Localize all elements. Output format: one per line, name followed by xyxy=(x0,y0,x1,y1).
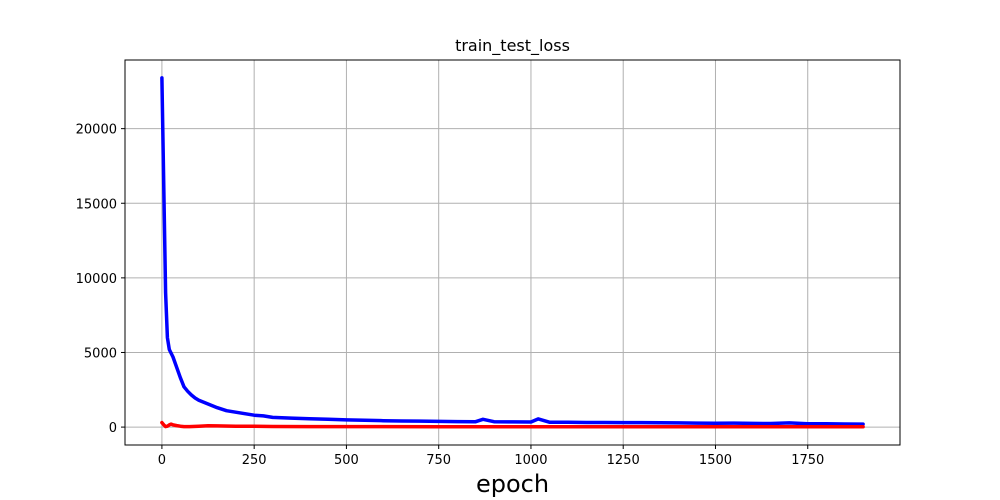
x-tick-label: 1250 xyxy=(607,453,640,468)
x-axis: 0 250 500 750 1000 1250 1500 1750 xyxy=(158,445,824,468)
chart-title: train_test_loss xyxy=(455,36,570,56)
series-line-2 xyxy=(160,420,865,429)
y-tick-label: 0 xyxy=(109,421,117,436)
x-tick-label: 1000 xyxy=(514,453,547,468)
x-tick-label: 500 xyxy=(334,453,359,468)
x-tick-label: 1500 xyxy=(699,453,732,468)
y-tick-label: 15000 xyxy=(76,197,117,212)
plot-area-frame xyxy=(124,59,901,446)
y-tick-label: 5000 xyxy=(84,346,117,361)
y-axis: 0 5000 10000 15000 20000 xyxy=(76,123,125,436)
x-tick-label: 1750 xyxy=(791,453,824,468)
y-tick-label: 20000 xyxy=(76,123,117,138)
series-layer xyxy=(160,76,865,429)
x-axis-label: epoch xyxy=(476,470,549,498)
series-line-1 xyxy=(160,76,865,426)
x-tick-label: 250 xyxy=(242,453,267,468)
y-tick-label: 10000 xyxy=(76,272,117,287)
x-tick-label: 0 xyxy=(158,453,166,468)
x-tick-label: 750 xyxy=(426,453,451,468)
